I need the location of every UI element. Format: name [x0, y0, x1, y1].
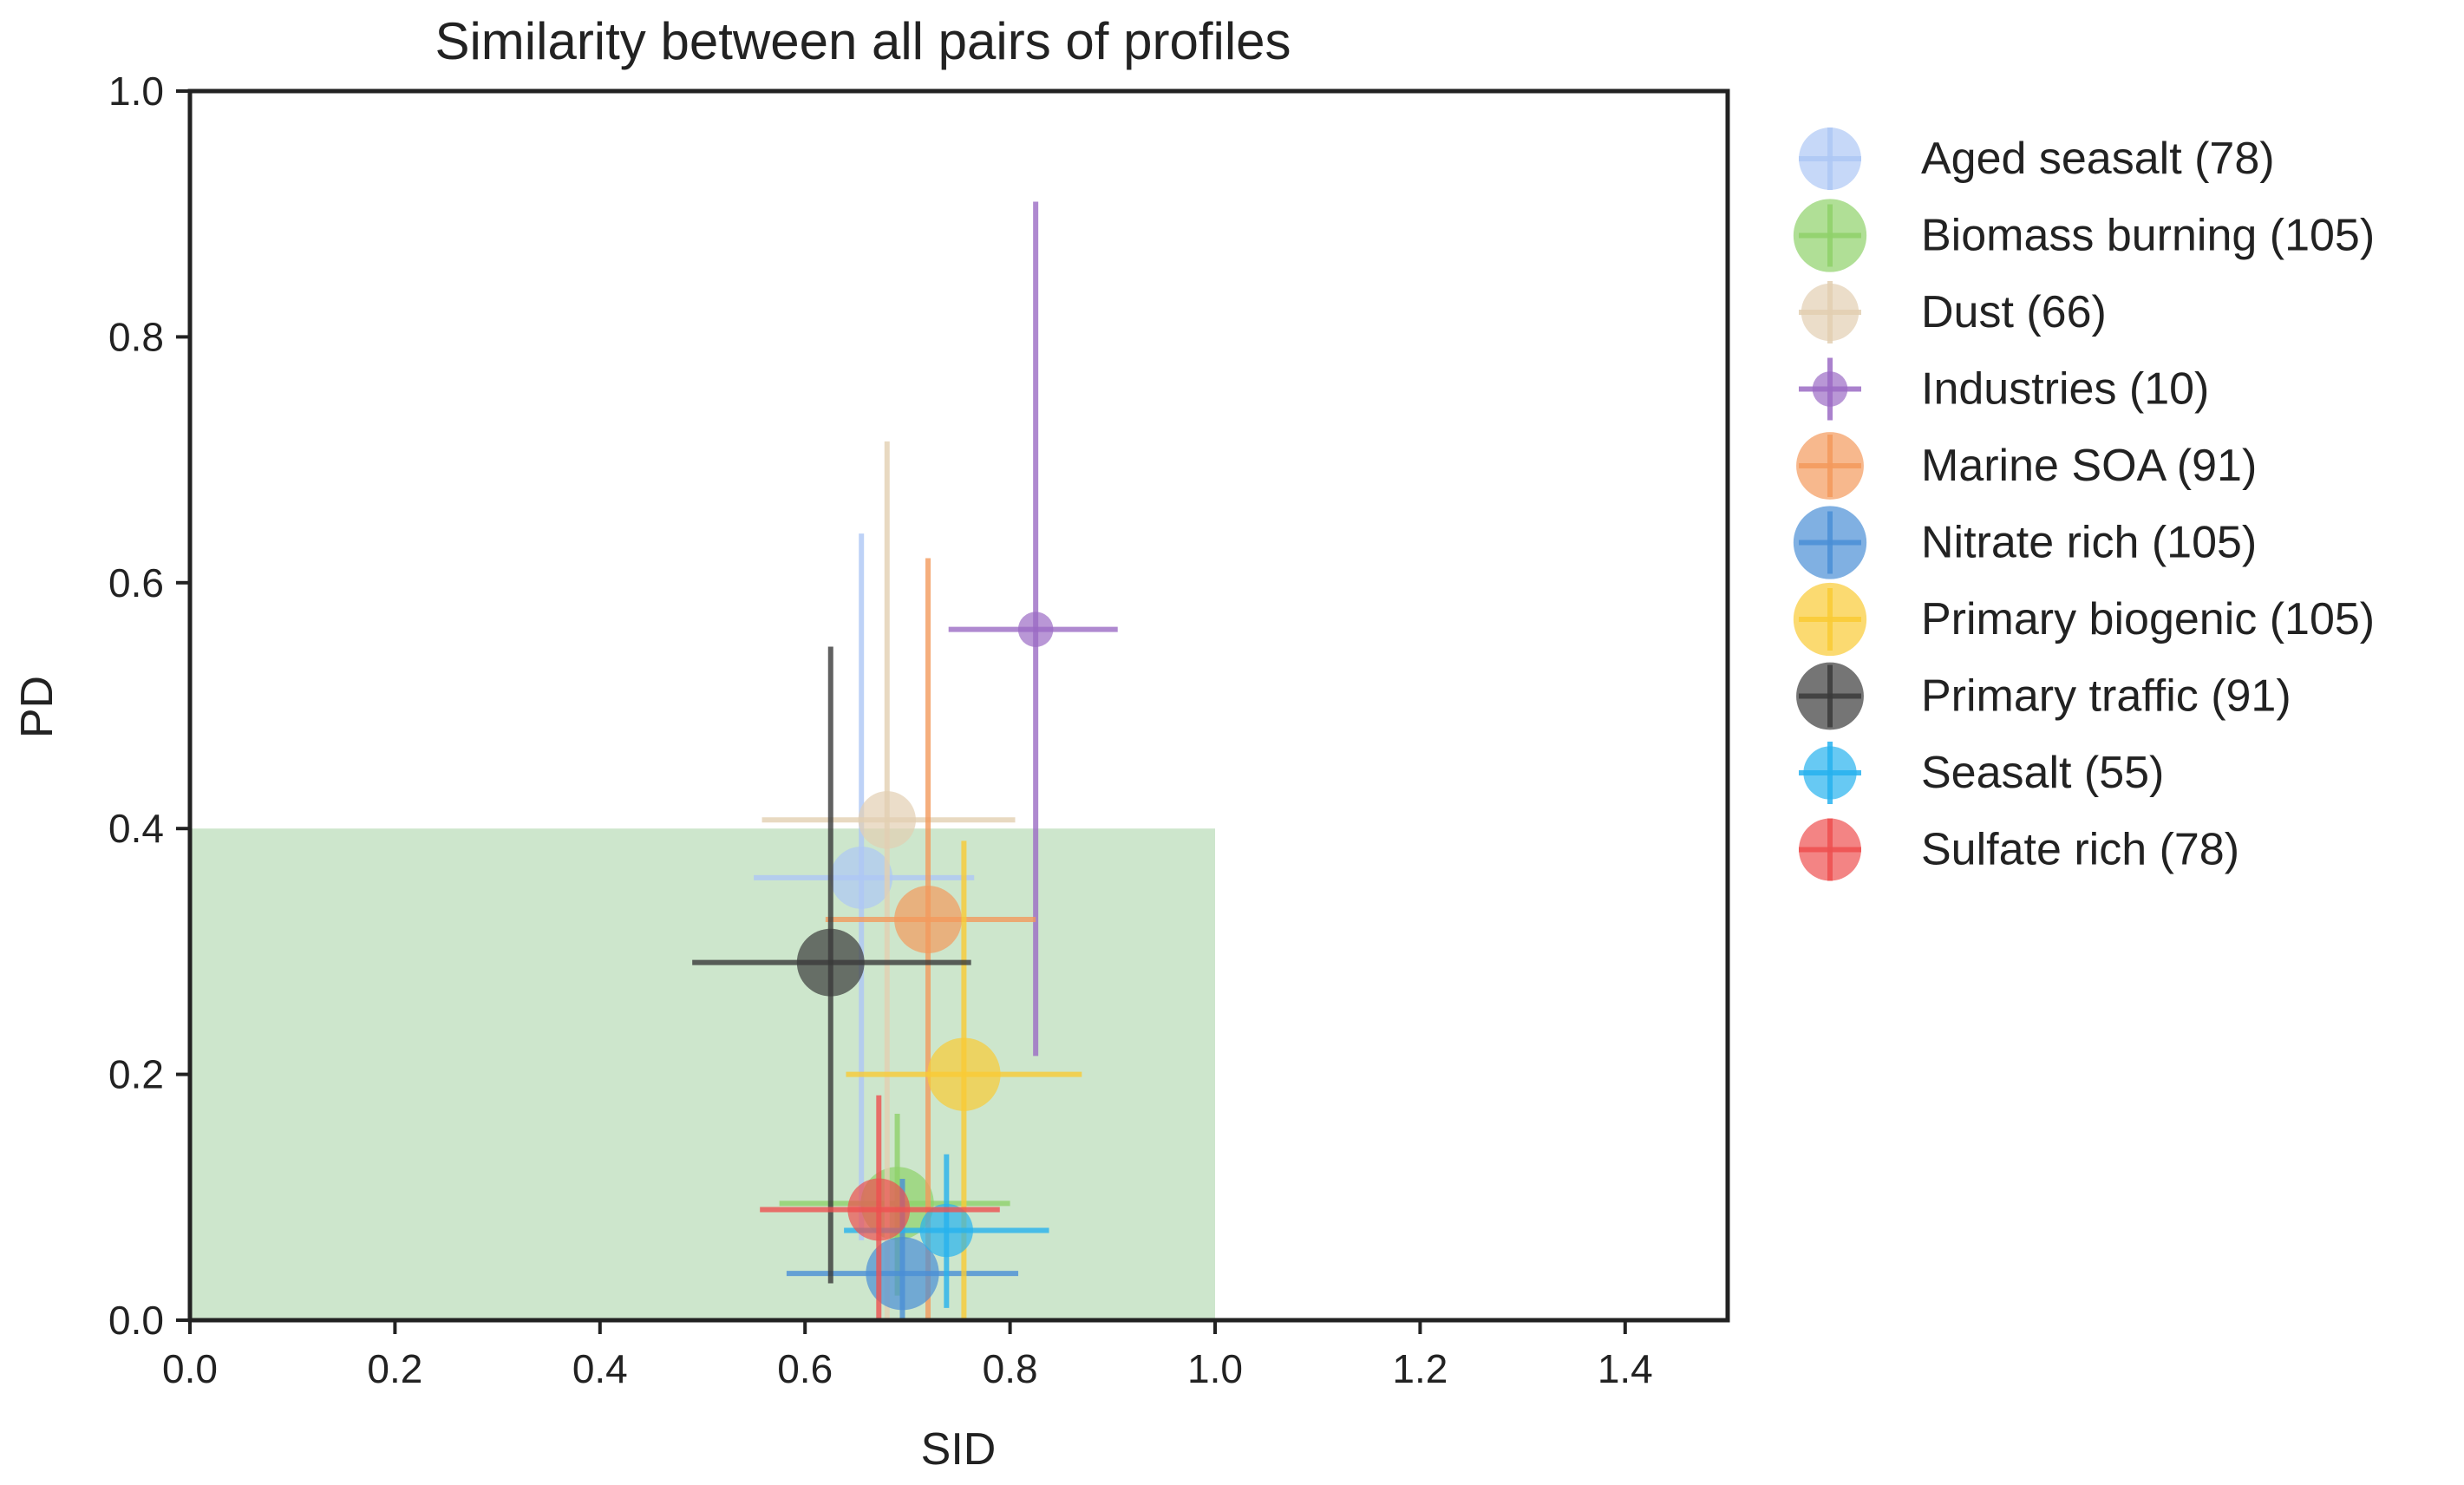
legend-label: Primary traffic (91)	[1921, 671, 2291, 722]
legend-marker-dot	[1793, 199, 1867, 272]
legend-item: Sulfate rich (78)	[1799, 818, 2239, 881]
x-axis-label: SID	[921, 1424, 997, 1475]
legend-label: Nitrate rich (105)	[1921, 518, 2257, 568]
legend-label: Aged seasalt (78)	[1921, 134, 2275, 184]
legend-marker-dot	[1793, 582, 1867, 657]
legend-item: Industries (10)	[1799, 357, 2209, 421]
y-tick-label: 0.8	[108, 314, 164, 359]
x-tick-label: 1.4	[1598, 1346, 1653, 1391]
legend-marker-dot	[1799, 818, 1861, 881]
data-point	[866, 1237, 939, 1311]
series-seasalt	[844, 1154, 1049, 1308]
series-dust	[761, 441, 1016, 1320]
y-axis-label: PD	[12, 676, 62, 738]
legend-item: Aged seasalt (78)	[1799, 128, 2275, 190]
legend-label: Industries (10)	[1921, 364, 2209, 415]
data-point	[1017, 612, 1054, 647]
x-tick-label: 1.0	[1187, 1346, 1243, 1391]
data-point	[847, 1178, 911, 1241]
legend-marker-dot	[1803, 746, 1857, 800]
y-tick-label: 0.0	[108, 1298, 164, 1343]
legend-label: Sulfate rich (78)	[1921, 825, 2239, 875]
legend-item: Biomass burning (105)	[1793, 199, 2375, 272]
legend-marker-dot	[1812, 371, 1848, 407]
series-primary-traffic	[692, 646, 971, 1284]
legend-marker-dot	[1801, 283, 1859, 342]
legend-item: Seasalt (55)	[1799, 742, 2164, 804]
legend-marker-dot	[1799, 128, 1861, 190]
data-points-layer	[692, 201, 1118, 1320]
legend-item: Primary biogenic (105)	[1793, 582, 2375, 657]
legend-item: Dust (66)	[1799, 281, 2107, 343]
legend-label: Marine SOA (91)	[1921, 441, 2257, 491]
legend-item: Nitrate rich (105)	[1793, 506, 2257, 579]
series-marine-soa	[825, 558, 1036, 1320]
x-tick-label: 0.4	[572, 1346, 628, 1391]
x-tick-label: 0.2	[367, 1346, 422, 1391]
y-tick-label: 1.0	[108, 69, 164, 114]
series-aged-seasalt	[754, 533, 975, 1240]
legend-label: Biomass burning (105)	[1921, 211, 2375, 261]
data-point	[894, 886, 962, 953]
legend-label: Primary biogenic (105)	[1921, 594, 2375, 644]
series-industries	[948, 201, 1118, 1057]
axis-ticks-layer: 0.0 0.2 0.4 0.6 0.8 1.0 1.2 1.4 0.0 0.2 0.4 0.6 0.8 1…	[108, 69, 1653, 1391]
legend: Aged seasalt (78) Biomass burning (105) Du…	[1793, 128, 2375, 881]
x-tick-label: 0.6	[777, 1346, 833, 1391]
x-tick-label: 0.8	[983, 1346, 1038, 1391]
y-tick-label: 0.6	[108, 560, 164, 605]
data-point	[927, 1037, 1001, 1111]
data-point	[830, 846, 893, 909]
legend-marker-dot	[1793, 506, 1867, 579]
plot-frame	[187, 88, 1730, 1323]
legend-item: Marine SOA (91)	[1796, 432, 2257, 500]
y-tick-label: 0.4	[108, 806, 164, 851]
legend-label: Seasalt (55)	[1921, 748, 2164, 798]
x-tick-label: 0.0	[162, 1346, 218, 1391]
legend-marker-dot	[1796, 662, 1864, 730]
series-sulfate-rich	[760, 1095, 1000, 1320]
legend-item: Primary traffic (91)	[1796, 662, 2291, 730]
y-tick-label: 0.2	[108, 1052, 164, 1097]
data-point	[919, 1203, 973, 1258]
x-tick-label: 1.2	[1392, 1346, 1448, 1391]
data-point	[796, 928, 865, 997]
chart-title: Similarity between all pairs of profiles	[435, 12, 1291, 70]
data-point	[858, 791, 916, 849]
legend-marker-dot	[1796, 432, 1864, 500]
legend-label: Dust (66)	[1921, 287, 2107, 337]
